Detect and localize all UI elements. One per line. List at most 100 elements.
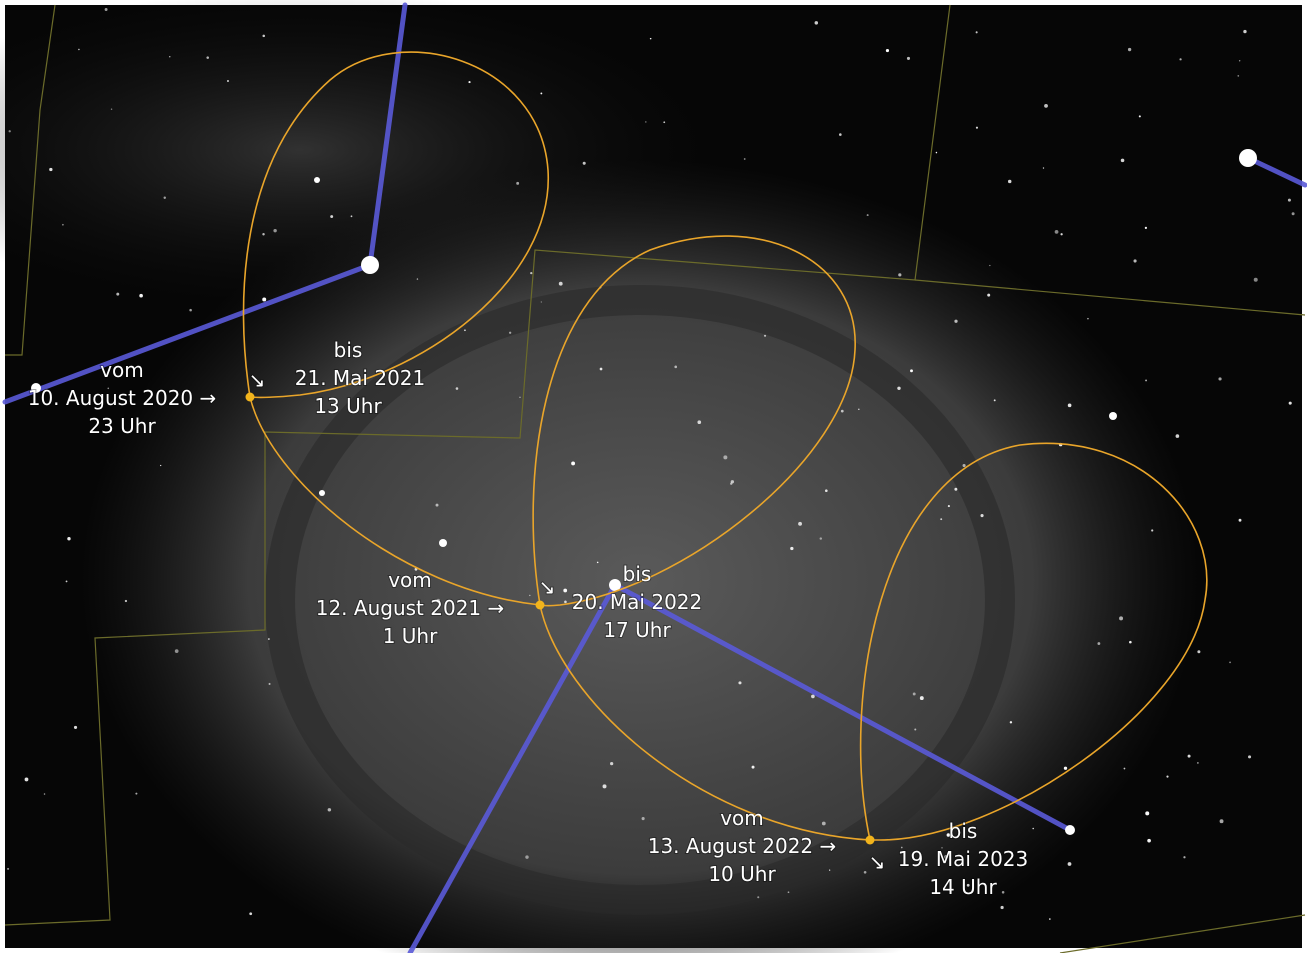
- star: [227, 80, 229, 82]
- date-label: 12. August 2021 →: [316, 596, 505, 620]
- sky-view: vom10. August 2020 →23 Uhrbis21. Mai 202…: [0, 0, 1307, 953]
- star: [1147, 839, 1151, 843]
- star: [262, 297, 266, 301]
- date-label: 20. Mai 2022: [572, 590, 703, 614]
- star: [954, 320, 957, 323]
- star: [249, 912, 252, 915]
- star: [1044, 104, 1048, 108]
- star: [1043, 167, 1044, 168]
- star: [66, 580, 68, 582]
- arrow: ↘: [249, 368, 266, 392]
- star: [987, 294, 990, 297]
- star: [262, 35, 265, 38]
- star: [897, 387, 900, 390]
- star: [1087, 318, 1089, 320]
- star: [731, 480, 734, 483]
- star: [663, 121, 665, 123]
- star: [829, 870, 830, 871]
- date-label: 21. Mai 2021: [295, 366, 426, 390]
- star: [67, 537, 70, 540]
- star: [139, 294, 143, 298]
- star: [1237, 75, 1239, 77]
- date-label: 13. August 2022 →: [648, 834, 837, 858]
- star: [417, 278, 418, 279]
- date-label: 19. Mai 2023: [898, 847, 1029, 871]
- star: [49, 168, 52, 171]
- star: [1145, 379, 1147, 381]
- star: [790, 547, 793, 550]
- star: [1220, 819, 1224, 823]
- star: [1001, 906, 1004, 909]
- star: [74, 726, 77, 729]
- star: [164, 197, 166, 199]
- star: [1248, 755, 1251, 758]
- date-label: 10 Uhr: [708, 862, 776, 886]
- star: [273, 229, 276, 232]
- star: [1008, 180, 1011, 183]
- star: [44, 793, 46, 795]
- star: [1243, 30, 1246, 33]
- star: [963, 464, 966, 467]
- star: [1128, 48, 1131, 51]
- star: [1197, 650, 1200, 653]
- star: [530, 272, 532, 274]
- star: [111, 108, 112, 109]
- star: [610, 762, 613, 765]
- star: [563, 589, 567, 593]
- star: [436, 504, 439, 507]
- star: [541, 301, 542, 302]
- star: [1239, 519, 1242, 522]
- star: [1239, 60, 1240, 61]
- star: [1288, 199, 1291, 202]
- star: [1064, 767, 1067, 770]
- star: [864, 871, 867, 874]
- star: [125, 600, 127, 602]
- star: [914, 728, 916, 730]
- star: [1097, 642, 1100, 645]
- star: [980, 514, 983, 517]
- star: [757, 896, 759, 898]
- star: [1229, 662, 1231, 664]
- star: [1139, 115, 1141, 117]
- star: [1151, 529, 1153, 531]
- date-label: bis: [949, 819, 978, 843]
- star: [1166, 776, 1168, 778]
- star: [169, 56, 170, 57]
- star: [7, 868, 9, 870]
- star: [697, 420, 701, 424]
- star: [268, 638, 270, 640]
- star: [822, 822, 826, 826]
- star: [1254, 278, 1258, 282]
- star: [105, 8, 108, 11]
- star: [1292, 212, 1295, 215]
- star: [330, 215, 333, 218]
- star: [839, 133, 842, 136]
- star: [723, 455, 727, 459]
- star: [738, 681, 741, 684]
- date-label: bis: [623, 562, 652, 586]
- star: [1119, 616, 1123, 620]
- arrow: ↘: [869, 850, 886, 874]
- date-label: 17 Uhr: [603, 618, 671, 642]
- star: [1002, 891, 1005, 894]
- star: [867, 214, 869, 216]
- star: [516, 182, 519, 185]
- star: [645, 121, 646, 122]
- star: [529, 595, 530, 596]
- star: [1188, 755, 1191, 758]
- date-label: vom: [388, 568, 432, 592]
- star: [1145, 227, 1147, 229]
- star: [744, 158, 746, 160]
- date-label: 14 Uhr: [929, 875, 997, 899]
- star: [1289, 402, 1292, 405]
- star: [907, 57, 910, 60]
- star: [603, 784, 607, 788]
- star: [583, 162, 586, 165]
- date-label: 23 Uhr: [88, 414, 156, 438]
- star: [509, 332, 511, 334]
- star: [886, 49, 889, 52]
- star: [1183, 856, 1185, 858]
- star: [571, 461, 575, 465]
- star: [1197, 762, 1199, 764]
- date-label: bis: [334, 338, 363, 362]
